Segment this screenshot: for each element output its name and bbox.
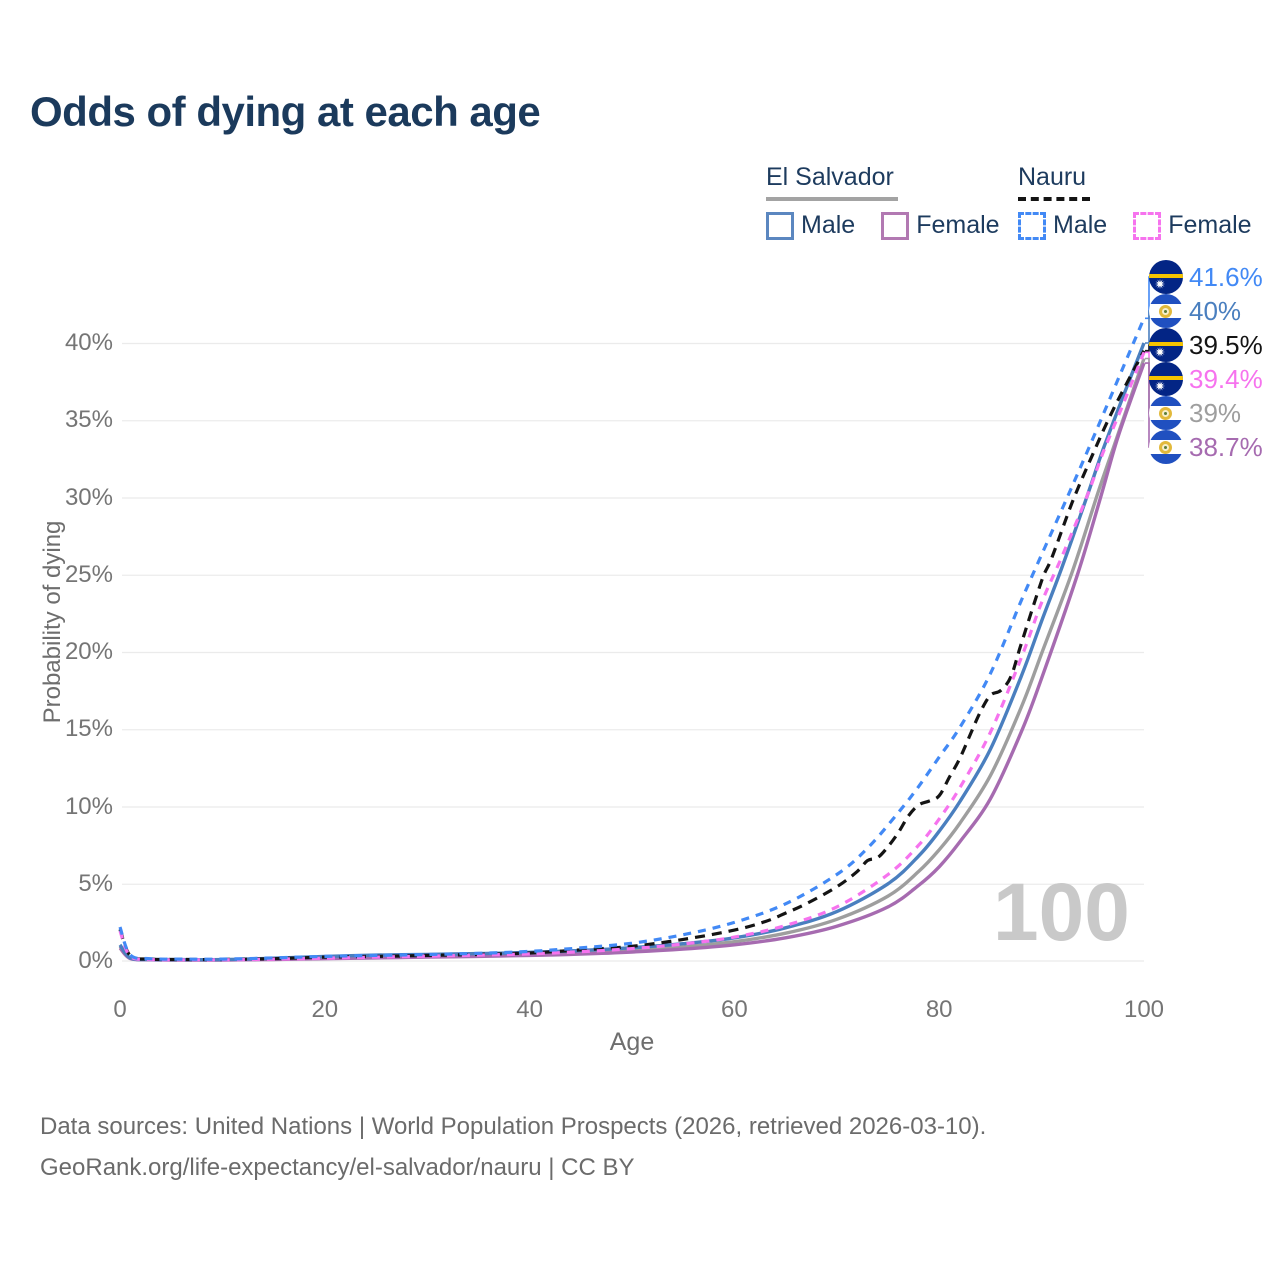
series-line-el-salvador-female [118,362,1146,962]
legend-group-nauru-name: Nauru [1018,163,1091,201]
el-salvador-flag-icon [1149,430,1183,464]
y-axis-tick-30%: 30% [64,483,113,511]
y-axis-tick-25%: 25% [64,560,113,588]
el-salvador-flag-icon [1149,294,1183,328]
y-axis-title: Probability of dying [39,520,66,724]
end-label-row-el-salvador-female: 38.7% [1149,430,1263,464]
x-axis-tick-0: 0 [113,996,127,1023]
end-label-value-nauru-female: 39.4% [1189,363,1263,394]
legend-item-el-salvador-female[interactable]: Female [881,211,1000,240]
y-axis-tick-5%: 5% [78,869,113,897]
y-axis-tick-40%: 40% [64,329,113,356]
footer-line-2: GeoRank.org/life-expectancy/el-salvador/… [40,1154,635,1181]
el-salvador-male-swatch-icon [766,211,794,240]
y-axis-tick-10%: 10% [64,792,113,820]
legend-item-nauru-female[interactable]: Female [1133,211,1252,240]
end-label-value-nauru-total: 39.5% [1189,329,1263,360]
page-title: Odds of dying at each age [30,88,541,135]
nauru-flag-icon [1149,328,1183,362]
y-axis-tick-20%: 20% [64,638,113,665]
x-axis-tick-20: 20 [311,996,339,1023]
legend-group-el-salvador-name: El Salvador [766,163,898,201]
end-label-value-el-salvador-female: 38.7% [1189,431,1263,462]
legend-group-el-salvador: El Salvador Male Female [766,163,1000,240]
y-axis-tick-0%: 0% [78,946,113,974]
el-salvador-female-swatch-icon [881,211,910,240]
x-axis-tick-60: 60 [721,996,748,1023]
legend-item-label: Female [1168,211,1252,239]
end-label-row-el-salvador-total: 39% [1149,396,1241,430]
y-axis-tick-35%: 35% [64,406,113,434]
end-label-row-nauru-female: 39.4% [1149,362,1263,396]
nauru-female-swatch-icon [1133,211,1162,240]
legend-item-label: Female [916,211,1000,239]
x-axis-tick-40: 40 [516,996,543,1023]
legend-item-el-salvador-male[interactable]: Male [766,211,855,240]
x-axis-tick-80: 80 [925,996,953,1023]
series-line-nauru-total [118,349,1146,962]
x-axis-tick-100: 100 [1123,996,1165,1023]
series-line-nauru-male [118,317,1146,961]
end-label-value-el-salvador-male: 40% [1189,295,1242,326]
nauru-flag-icon [1149,260,1183,294]
series-line-el-salvador-total [118,357,1146,962]
age-watermark: 100 [993,867,1130,958]
footer: Data sources: United Nations | World Pop… [40,1106,986,1188]
legend-item-nauru-male[interactable]: Male [1018,211,1107,240]
y-axis-tick-15%: 15% [64,715,113,743]
footer-line-1: Data sources: United Nations | World Pop… [40,1113,987,1140]
el-salvador-flag-icon [1149,396,1183,430]
legend-item-label: Male [801,211,856,239]
gridlines [122,342,1144,962]
end-label-value-nauru-male: 41.6% [1189,261,1263,292]
nauru-male-swatch-icon [1018,211,1046,240]
series-line-el-salvador-male [118,342,1146,962]
series-line-nauru-female [118,351,1146,962]
end-label-row-el-salvador-male: 40% [1149,294,1241,328]
legend-item-label: Male [1053,211,1108,239]
end-label-row-nauru-total: 39.5% [1149,328,1263,362]
legend-group-nauru: Nauru Male Female [1018,163,1252,240]
end-label-row-nauru-male: 41.6% [1149,260,1263,294]
end-label-value-el-salvador-total: 39% [1189,397,1242,428]
nauru-flag-icon [1149,362,1183,396]
x-axis-title: Age [609,1028,655,1056]
